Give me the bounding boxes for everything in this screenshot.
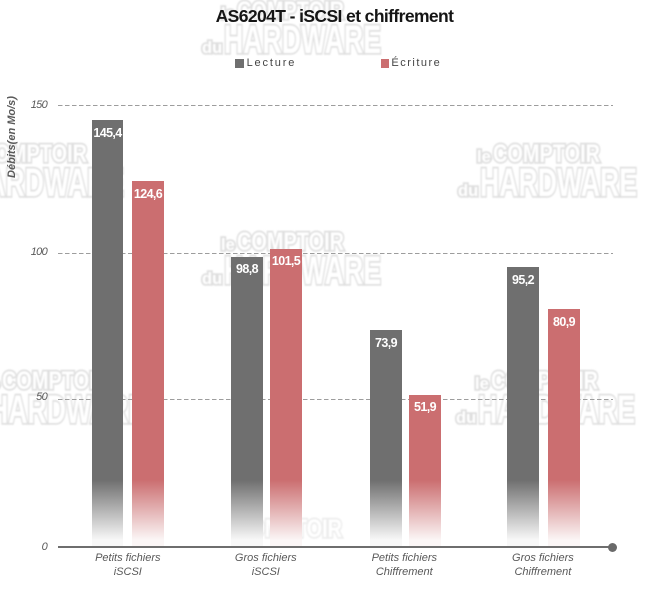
- svg-text:du: du: [456, 409, 476, 427]
- svg-text:HARDWARE: HARDWARE: [480, 161, 637, 205]
- svg-text:COMPTOIR: COMPTOIR: [0, 140, 87, 168]
- svg-text:le: le: [477, 148, 491, 166]
- svg-text:le: le: [475, 375, 489, 393]
- svg-text:du: du: [202, 39, 222, 57]
- svg-text:COMPTOIR: COMPTOIR: [493, 140, 600, 168]
- svg-text:du: du: [202, 270, 222, 288]
- svg-text:le: le: [221, 236, 235, 254]
- svg-text:du: du: [458, 182, 478, 200]
- svg-text:HARDWARE: HARDWARE: [224, 18, 381, 62]
- svg-text:COMPTOIR: COMPTOIR: [237, 0, 344, 25]
- svg-text:le: le: [221, 5, 235, 23]
